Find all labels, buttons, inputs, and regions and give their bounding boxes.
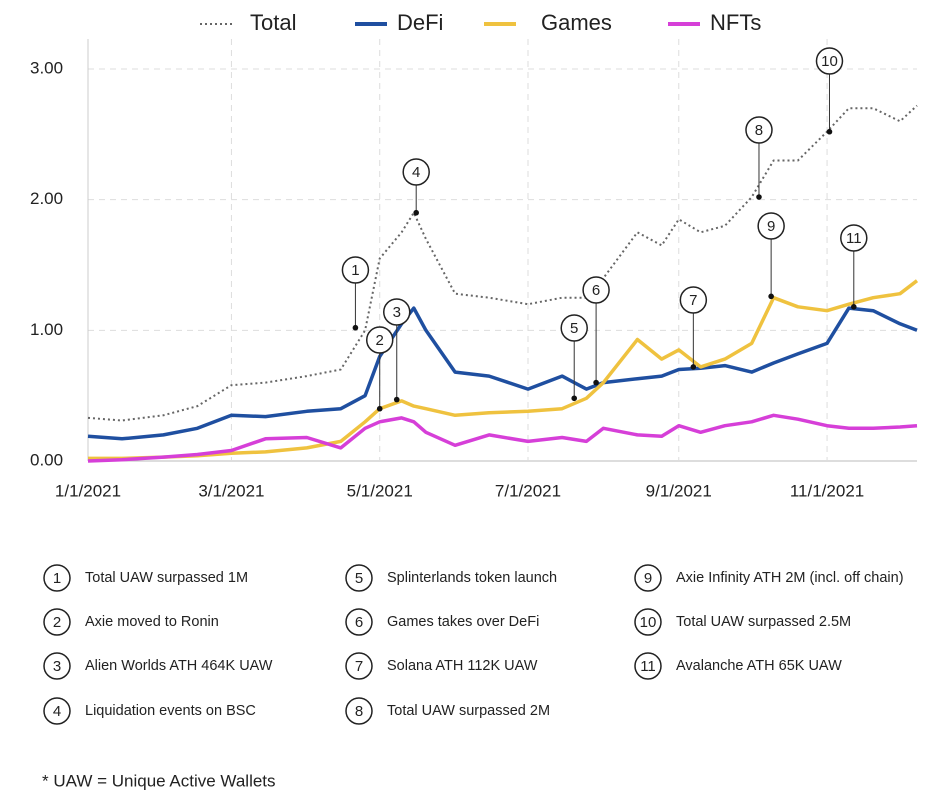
annotation-circle (679, 286, 708, 314)
annotation-circle (365, 326, 394, 354)
note-number: 5 (355, 570, 363, 587)
annotation-point (413, 209, 419, 216)
annotation-circle (840, 224, 868, 252)
note-text: Axie moved to Ronin (85, 614, 219, 630)
note-text: Total UAW surpassed 1M (85, 570, 248, 586)
legend-label: NFTs (710, 10, 761, 35)
annotation-number: 2 (376, 332, 384, 349)
y-tick-label: 0.00 (30, 450, 63, 469)
annotation-circle (582, 276, 610, 304)
annotation-point (571, 395, 578, 402)
note-number: 3 (53, 658, 61, 675)
annotation-number: 1 (351, 262, 359, 279)
annotation-point (690, 364, 697, 370)
note-number: 1 (53, 570, 61, 587)
note-text: Avalanche ATH 65K UAW (676, 658, 842, 674)
x-tick-label: 3/1/2021 (198, 481, 264, 500)
annotation-number: 10 (821, 53, 838, 70)
annotation-circle (382, 298, 411, 326)
annotation-number: 9 (767, 218, 775, 235)
note-number: 10 (640, 614, 657, 631)
note-text: Splinterlands token launch (387, 570, 557, 586)
note-circle (345, 564, 373, 592)
annotation-point (768, 293, 774, 300)
annotation-point (376, 405, 383, 412)
note-number: 6 (355, 614, 363, 631)
annotation-number: 6 (592, 282, 600, 299)
series-line (87, 104, 918, 422)
annotation-point (393, 396, 400, 403)
x-tick-label: 5/1/2021 (347, 481, 413, 500)
annotation-circle (757, 212, 785, 240)
annotation-point (593, 379, 599, 386)
note-text: Solana ATH 112K UAW (387, 658, 538, 674)
series-line (88, 279, 919, 461)
annotation-circle (815, 47, 844, 75)
legend-label: DeFi (397, 10, 443, 35)
note-number: 2 (53, 614, 61, 631)
series-line (87, 413, 918, 463)
note-circle (345, 697, 373, 725)
annotation-circle (341, 256, 370, 284)
annotation-circle (402, 158, 430, 186)
note-text: Games takes over DeFi (387, 614, 539, 630)
legend-label: Total (250, 10, 296, 35)
footnote: * UAW = Unique Active Wallets (42, 771, 276, 790)
note-circle (634, 652, 662, 680)
note-text: Liquidation events on BSC (85, 703, 256, 719)
note-number: 8 (355, 703, 363, 720)
note-circle (43, 564, 71, 592)
note-circle (345, 652, 373, 680)
annotation-point (756, 194, 762, 200)
annotation-point (352, 324, 359, 331)
note-circle (634, 608, 662, 636)
note-circle (634, 564, 662, 592)
annotation-number: 4 (412, 164, 420, 181)
annotation-number: 7 (689, 292, 697, 309)
series-line (87, 306, 918, 441)
annotation-number: 5 (570, 320, 578, 337)
annotation-circle (745, 116, 773, 144)
annotation-number: 3 (393, 304, 401, 321)
note-number: 4 (53, 703, 61, 720)
x-tick-label: 7/1/2021 (495, 481, 561, 500)
note-text: Total UAW surpassed 2.5M (676, 614, 851, 630)
note-number: 9 (644, 570, 652, 587)
note-number: 7 (355, 658, 363, 675)
y-tick-label: 2.00 (30, 189, 63, 208)
legend-label: Games (541, 10, 612, 35)
note-number: 11 (640, 658, 656, 675)
x-tick-label: 1/1/2021 (55, 481, 121, 500)
note-text: Total UAW surpassed 2M (387, 703, 550, 719)
note-text: Axie Infinity ATH 2M (incl. off chain) (676, 570, 904, 586)
note-circle (43, 608, 71, 636)
y-tick-label: 1.00 (30, 320, 63, 339)
note-circle (345, 608, 373, 636)
note-circle (43, 697, 71, 725)
annotation-number: 11 (846, 230, 862, 247)
annotation-number: 8 (755, 122, 763, 139)
x-tick-label: 11/1/2021 (790, 481, 864, 500)
annotation-circle (560, 314, 588, 342)
y-tick-label: 3.00 (30, 58, 63, 77)
annotation-point (826, 128, 833, 135)
annotation-point (850, 304, 857, 310)
note-text: Alien Worlds ATH 464K UAW (85, 658, 273, 674)
x-tick-label: 9/1/2021 (646, 481, 712, 500)
note-circle (43, 652, 71, 680)
